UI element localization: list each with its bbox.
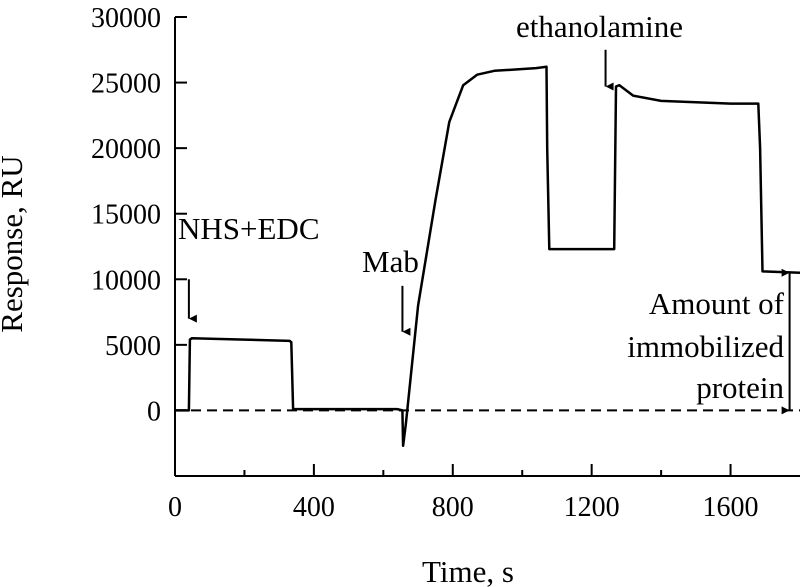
- y-tick-label: 20000: [91, 134, 161, 165]
- x-tick-label: 800: [432, 492, 474, 523]
- y-tick-label: 0: [147, 396, 161, 427]
- annotation-mab: Mab: [362, 244, 419, 279]
- y-tick-label: 15000: [91, 200, 161, 231]
- y-tick-label: 25000: [91, 69, 161, 100]
- annotation-amount-line1: Amount of: [649, 286, 785, 321]
- axes: [174, 17, 800, 477]
- annotation-ethanolamine: ethanolamine: [516, 9, 683, 44]
- x-tick-label: 1200: [564, 492, 620, 523]
- ticks: [174, 16, 732, 476]
- annotation-amount-line3: protein: [696, 370, 784, 405]
- y-tick-label: 5000: [105, 331, 161, 362]
- response-curve: [175, 65, 800, 448]
- x-axis-title: Time, s: [422, 554, 514, 587]
- x-tick-label: 400: [293, 492, 335, 523]
- annotation-amount-line2: immobilized: [627, 329, 784, 364]
- y-tick-label: 30000: [91, 3, 161, 34]
- y-tick-label: 10000: [91, 265, 161, 296]
- y-axis-title: Response, RU: [0, 155, 29, 332]
- tick-labels: 0 5000 10000 15000 20000 25000 30000 0 400 800 120…: [91, 3, 759, 523]
- x-tick-label: 1600: [703, 492, 759, 523]
- annotations: NHS+EDC Mab ethanolamine Amount of immob…: [178, 9, 791, 415]
- x-tick-label: 0: [168, 492, 182, 523]
- annotation-nhs-edc: NHS+EDC: [178, 211, 320, 246]
